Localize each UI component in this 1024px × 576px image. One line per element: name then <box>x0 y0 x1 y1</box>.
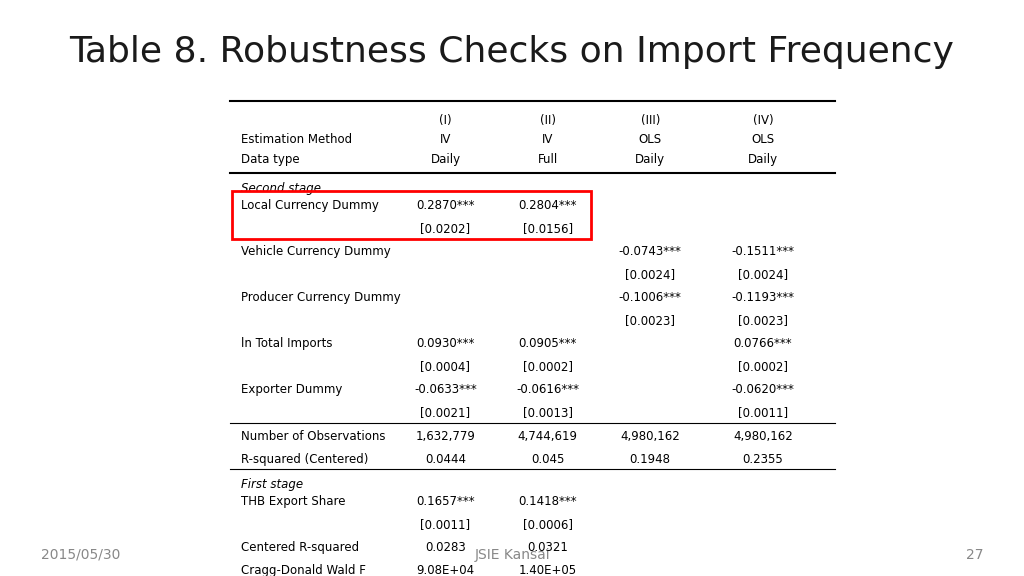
Text: 27: 27 <box>966 548 983 562</box>
Text: [0.0002]: [0.0002] <box>738 361 787 373</box>
Text: -0.0743***: -0.0743*** <box>618 245 682 258</box>
Text: [0.0202]: [0.0202] <box>421 222 470 235</box>
Text: [0.0156]: [0.0156] <box>523 222 572 235</box>
Text: -0.1006***: -0.1006*** <box>618 291 682 304</box>
Text: 0.2870***: 0.2870*** <box>416 199 475 212</box>
Text: OLS: OLS <box>752 134 774 146</box>
Text: -0.1511***: -0.1511*** <box>731 245 795 258</box>
Text: OLS: OLS <box>639 134 662 146</box>
Text: 4,744,619: 4,744,619 <box>518 430 578 442</box>
Text: 1.40E+05: 1.40E+05 <box>519 564 577 576</box>
Text: Daily: Daily <box>635 153 666 166</box>
Text: 0.0930***: 0.0930*** <box>416 338 475 350</box>
Text: Data type: Data type <box>241 153 299 166</box>
Text: -0.0616***: -0.0616*** <box>516 384 580 396</box>
Text: Exporter Dummy: Exporter Dummy <box>241 384 342 396</box>
Text: Daily: Daily <box>748 153 778 166</box>
Text: 1,632,779: 1,632,779 <box>416 430 475 442</box>
Text: Number of Observations: Number of Observations <box>241 430 385 442</box>
Text: 0.0905***: 0.0905*** <box>518 338 578 350</box>
Text: 0.0283: 0.0283 <box>425 541 466 554</box>
Text: Centered R-squared: Centered R-squared <box>241 541 358 554</box>
Text: Estimation Method: Estimation Method <box>241 134 352 146</box>
Text: IV: IV <box>439 134 452 146</box>
Text: 2015/05/30: 2015/05/30 <box>41 548 121 562</box>
Text: ln Total Imports: ln Total Imports <box>241 338 332 350</box>
Text: [0.0011]: [0.0011] <box>421 518 470 531</box>
Text: [0.0024]: [0.0024] <box>738 268 787 281</box>
Text: R-squared (Centered): R-squared (Centered) <box>241 453 368 465</box>
Text: 0.1948: 0.1948 <box>630 453 671 465</box>
Text: Local Currency Dummy: Local Currency Dummy <box>241 199 379 212</box>
Text: First stage: First stage <box>241 478 303 491</box>
Text: Table 8. Robustness Checks on Import Frequency: Table 8. Robustness Checks on Import Fre… <box>70 35 954 69</box>
Text: -0.1193***: -0.1193*** <box>731 291 795 304</box>
Text: [0.0023]: [0.0023] <box>626 314 675 327</box>
Text: Vehicle Currency Dummy: Vehicle Currency Dummy <box>241 245 390 258</box>
Text: -0.0620***: -0.0620*** <box>731 384 795 396</box>
Text: 0.1418***: 0.1418*** <box>518 495 578 508</box>
Text: 0.1657***: 0.1657*** <box>416 495 475 508</box>
Text: [0.0004]: [0.0004] <box>421 361 470 373</box>
Text: Producer Currency Dummy: Producer Currency Dummy <box>241 291 400 304</box>
Text: THB Export Share: THB Export Share <box>241 495 345 508</box>
Text: 9.08E+04: 9.08E+04 <box>417 564 474 576</box>
Text: [0.0002]: [0.0002] <box>523 361 572 373</box>
Text: 4,980,162: 4,980,162 <box>621 430 680 442</box>
Text: (IV): (IV) <box>753 114 773 127</box>
Text: (I): (I) <box>439 114 452 127</box>
Text: 0.0444: 0.0444 <box>425 453 466 465</box>
Text: 0.0321: 0.0321 <box>527 541 568 554</box>
Text: [0.0013]: [0.0013] <box>523 407 572 419</box>
Text: [0.0011]: [0.0011] <box>738 407 787 419</box>
Text: IV: IV <box>542 134 554 146</box>
Text: 0.2804***: 0.2804*** <box>518 199 578 212</box>
Text: [0.0021]: [0.0021] <box>421 407 470 419</box>
Text: 4,980,162: 4,980,162 <box>733 430 793 442</box>
Text: 0.2355: 0.2355 <box>742 453 783 465</box>
Text: -0.0633***: -0.0633*** <box>414 384 477 396</box>
Text: Full: Full <box>538 153 558 166</box>
Text: [0.0024]: [0.0024] <box>626 268 675 281</box>
Text: [0.0006]: [0.0006] <box>523 518 572 531</box>
Text: (III): (III) <box>641 114 659 127</box>
Text: [0.0023]: [0.0023] <box>738 314 787 327</box>
Text: Second stage: Second stage <box>241 182 321 195</box>
Text: (II): (II) <box>540 114 556 127</box>
Text: 0.0766***: 0.0766*** <box>733 338 793 350</box>
Text: JSIE Kansai: JSIE Kansai <box>474 548 550 562</box>
Text: Cragg-Donald Wald F: Cragg-Donald Wald F <box>241 564 366 576</box>
Text: Daily: Daily <box>430 153 461 166</box>
Text: 0.045: 0.045 <box>531 453 564 465</box>
